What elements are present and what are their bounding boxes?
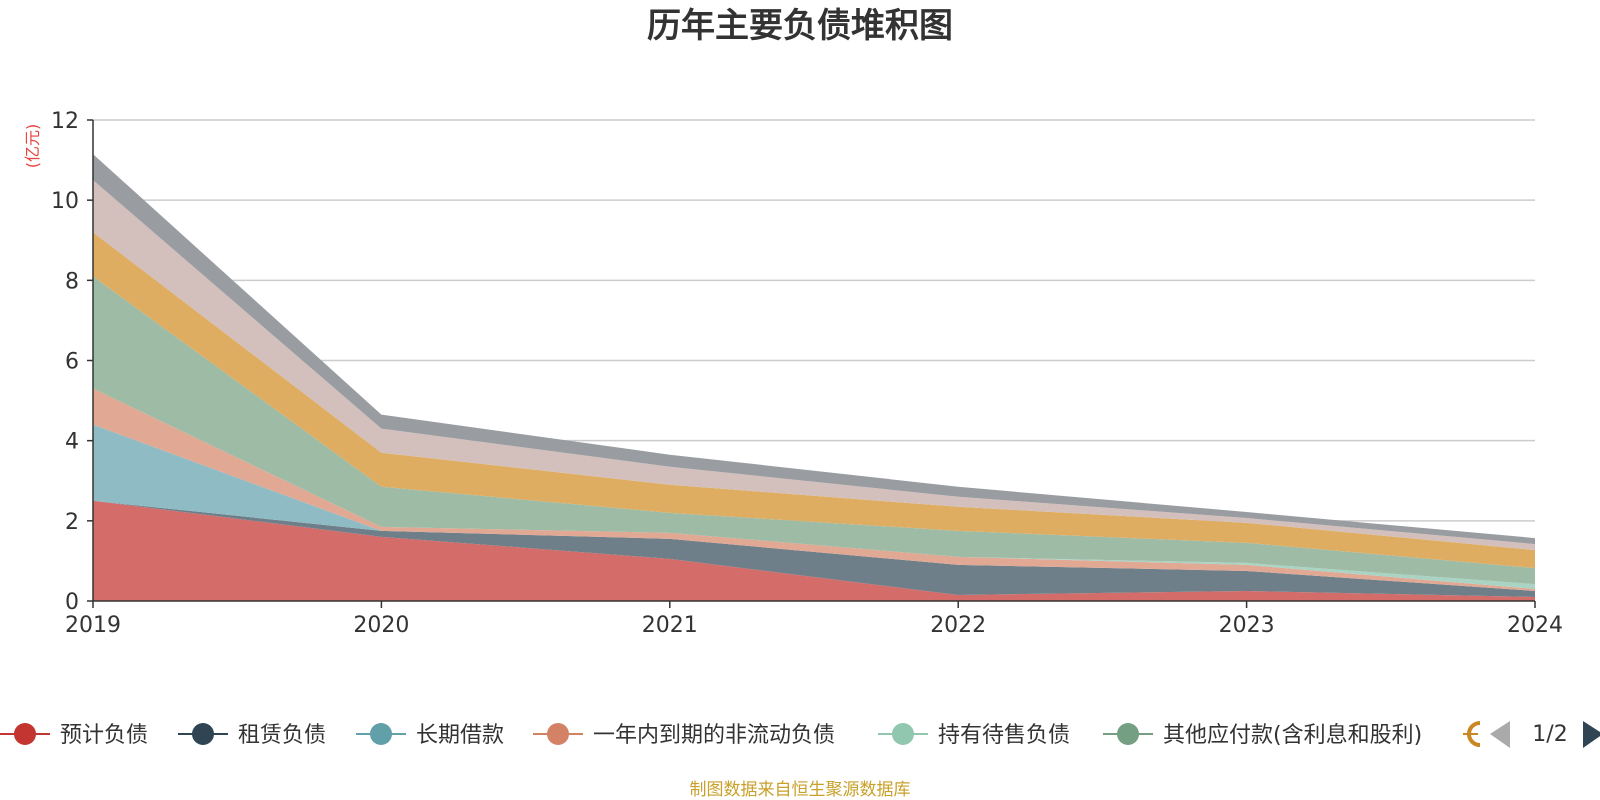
data-source-note: 制图数据来自恒生聚源数据库 [690, 780, 911, 800]
legend-circle-icon [1467, 721, 1481, 747]
y-tick-label: 2 [65, 510, 79, 535]
legend-item-2[interactable]: 租赁负债 [178, 723, 326, 748]
legend-item-4[interactable]: 一年内到期的非流动负债 [533, 723, 835, 748]
area-series-6 [93, 276, 1535, 585]
y-tick-label: 12 [51, 109, 79, 134]
legend-label: 长期借款 [416, 723, 504, 748]
legend-item-6[interactable]: 其他应付款(含利息和股利) [1103, 723, 1422, 748]
legend-circle-icon [370, 723, 392, 745]
legend-circle-icon [547, 723, 569, 745]
y-tick-label: 4 [65, 430, 79, 455]
area-series-7 [93, 232, 1535, 569]
legend-item-clipped [1463, 721, 1481, 747]
legend-circle-icon [1117, 723, 1139, 745]
y-axis-unit: (亿元) [23, 124, 42, 169]
y-tick-label: 0 [65, 590, 79, 615]
area-series-8 [93, 180, 1535, 551]
chart-title: 历年主要负债堆积图 [647, 6, 953, 46]
legend-label: 一年内到期的非流动负债 [593, 723, 835, 748]
x-tick-label: 2020 [353, 613, 409, 638]
legend-label: 其他应付款(含利息和股利) [1163, 723, 1422, 748]
legend-item-3[interactable]: 长期借款 [356, 723, 504, 748]
legend-circle-icon [14, 723, 36, 745]
legend-pager: 1/2 [1490, 721, 1600, 748]
legend-circle-icon [892, 723, 914, 745]
x-tick-label: 2024 [1507, 613, 1563, 638]
legend-prev-page-icon[interactable] [1490, 721, 1510, 748]
legend-item-5[interactable]: 持有待售负债 [878, 723, 1070, 748]
area-series-1 [93, 500, 1535, 601]
x-tick-label: 2022 [930, 613, 986, 638]
legend-label: 持有待售负债 [938, 723, 1070, 748]
legend-item-1[interactable]: 预计负债 [0, 723, 148, 748]
legend-label: 租赁负债 [238, 723, 326, 748]
area-series-2 [93, 500, 1535, 597]
y-tick-label: 8 [65, 269, 79, 294]
legend: 预计负债 租赁负债 长期借款 一年内到期的非流动负债 持有待售负债 其他应付款(含利息和股… [0, 721, 1481, 748]
x-tick-label: 2021 [642, 613, 698, 638]
legend-circle-icon [192, 723, 214, 745]
area-series-4 [93, 388, 1535, 591]
legend-page-indicator: 1/2 [1532, 722, 1567, 747]
area-series [93, 154, 1535, 601]
x-tick-label: 2019 [65, 613, 121, 638]
y-tick-label: 10 [51, 189, 79, 214]
legend-label: 预计负债 [60, 723, 148, 748]
x-tick-label: 2023 [1219, 613, 1275, 638]
y-tick-labels: 0 2 4 6 8 10 12 [51, 109, 93, 615]
x-tick-labels: 2019 2020 2021 2022 2023 2024 [65, 601, 1563, 638]
legend-next-page-icon[interactable] [1583, 721, 1600, 748]
y-tick-label: 6 [65, 350, 79, 375]
